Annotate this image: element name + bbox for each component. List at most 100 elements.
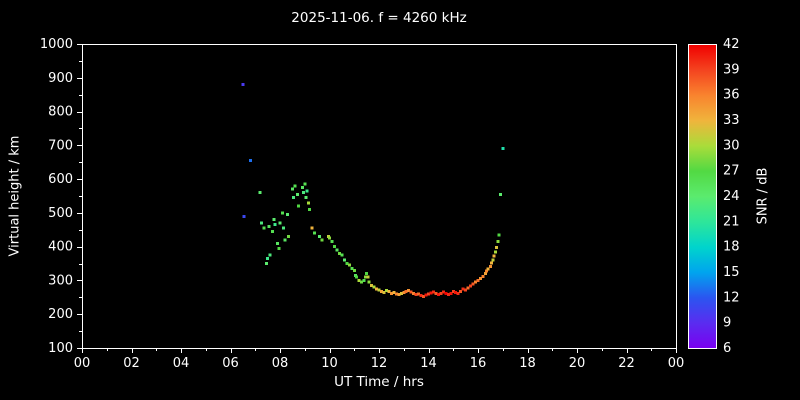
data-point [313,231,317,235]
data-point [377,288,381,292]
data-point [287,235,291,238]
x-tick-label: 00 [668,356,685,371]
data-point [350,267,354,271]
data-point [483,272,487,276]
data-point [259,221,263,225]
x-tick-label: 12 [371,356,388,371]
colorbar-tick-label: 27 [723,164,740,179]
data-point [496,240,500,244]
data-point [474,280,477,284]
data-point [429,291,433,295]
data-point [328,236,331,240]
data-point [365,272,369,276]
data-point [446,293,450,297]
data-point [355,275,359,279]
data-point [271,230,275,233]
data-point [308,208,312,211]
x-axis-label: UT Time / hrs [334,374,424,390]
data-point [384,289,388,293]
x-tick-label: 18 [519,356,536,371]
data-point [449,291,453,295]
data-point [492,254,496,258]
data-point [394,292,398,296]
data-point [267,224,271,228]
colorbar: 42 39 36 33 30 27 24 21 18 15 12 9 6 [688,37,740,356]
data-point [295,192,299,196]
data-point [419,294,423,298]
y-tick-label: 700 [48,138,73,153]
data-point [464,288,468,292]
data-point [282,226,286,230]
data-point [330,240,334,244]
data-point [290,187,294,191]
data-point [414,293,418,297]
data-point [454,291,458,295]
colorbar-tick-label: 6 [723,341,731,356]
data-point [466,286,470,290]
x-tick-label: 06 [222,356,239,371]
data-point [281,211,284,215]
data-point [307,201,310,205]
axes [77,44,677,353]
colorbar-tick-label: 12 [723,290,740,305]
data-point [303,182,307,186]
data-point [481,274,485,278]
colorbar-tick-label: 15 [723,265,740,280]
data-point [370,284,374,287]
data-point [332,245,336,249]
data-point [434,291,438,295]
data-point [276,241,279,245]
data-point [300,186,304,190]
data-point [273,223,277,227]
data-point [266,257,270,260]
x-tick-label: 16 [470,356,487,371]
x-tick-label: 10 [321,356,338,371]
data-point [488,264,492,268]
x-tick-label: 08 [272,356,289,371]
data-point [491,258,495,262]
x-tick-label: 14 [420,356,437,371]
data-point [439,291,443,295]
x-tick-label: 20 [569,356,586,371]
data-point [407,289,411,293]
data-point [436,293,440,297]
data-point [471,282,475,286]
data-point [495,245,499,249]
data-point [347,263,351,267]
data-point [459,289,463,293]
data-point [497,233,501,237]
data-point [262,226,266,230]
data-point [318,235,322,238]
y-tick-label: 100 [48,341,73,356]
data-point [268,253,272,257]
data-point [352,268,356,272]
data-point [272,218,276,222]
colorbar-tick-label: 36 [723,88,740,103]
data-point [461,287,465,291]
data-point [498,192,502,196]
data-point [372,285,376,289]
data-point [501,147,505,151]
data-point [342,258,346,262]
data-point [479,276,482,280]
data-point [285,213,289,217]
y-tick-label: 500 [48,206,73,221]
data-point [310,226,314,230]
data-point [360,280,364,284]
data-point [258,191,262,195]
data-point [469,284,473,288]
data-point [366,275,370,279]
data-point [297,204,301,208]
x-tick-label: 04 [173,356,190,371]
data-point [354,273,357,277]
data-point [382,290,386,294]
data-point [326,235,330,238]
data-point [431,290,435,294]
data-point [399,291,403,295]
y-tick-label: 600 [48,172,73,187]
data-point [476,278,480,282]
y-tick-label: 400 [48,240,73,255]
data-point [402,290,406,294]
data-point [490,261,494,265]
data-point [278,221,282,225]
